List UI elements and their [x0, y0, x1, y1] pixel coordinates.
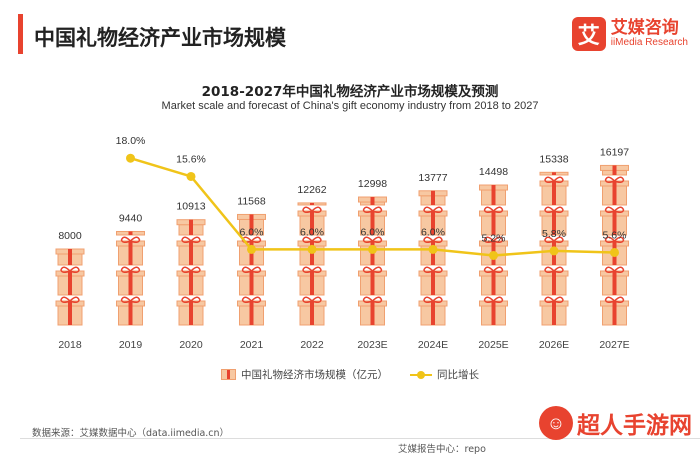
line-marker-icon	[410, 370, 432, 379]
growth-label: 6.0%	[300, 226, 324, 238]
legend-label-market-size: 中国礼物经济市场规模（亿元）	[241, 369, 388, 381]
title-accent-bar	[18, 14, 23, 54]
growth-point	[247, 244, 256, 254]
bar-value-label: 11568	[237, 195, 266, 207]
bar-value-label: 13777	[418, 172, 447, 184]
growth-label: 15.6%	[176, 153, 206, 165]
bar-2024E	[418, 190, 448, 326]
bar-2026E	[539, 171, 569, 326]
gift-box-icon	[221, 369, 236, 380]
growth-point	[186, 171, 196, 181]
growth-point	[489, 250, 498, 260]
bar-value-label: 12998	[358, 178, 387, 190]
growth-point	[126, 153, 135, 163]
growth-label: 6.0%	[240, 226, 264, 238]
x-tick-label: 2026E	[539, 339, 569, 351]
logo-text: 艾媒咨询 iiMedia Research	[610, 17, 688, 48]
watermark-text: 超人手游网	[577, 413, 692, 439]
bar-2023E	[358, 196, 387, 326]
growth-label: 6.0%	[361, 226, 385, 238]
bar-value-label: 15338	[539, 153, 568, 165]
logo-mark: 艾	[571, 17, 606, 51]
growth-label: 5.8%	[542, 228, 566, 240]
x-tick-label: 2023E	[357, 339, 387, 351]
growth-label: 5.6%	[603, 229, 627, 241]
growth-label: 6.0%	[421, 226, 445, 238]
x-tick-label: 2027E	[599, 339, 629, 351]
x-tick-label: 2020	[179, 339, 203, 351]
legend-item-growth: 同比增长	[410, 367, 479, 382]
growth-point	[549, 246, 559, 256]
chart-legend: 中国礼物经济市场规模（亿元） 同比增长	[0, 367, 700, 382]
legend-label-growth: 同比增长	[437, 369, 479, 381]
bar-value-label: 10913	[176, 201, 205, 213]
footer-divider	[20, 438, 700, 439]
growth-point	[610, 247, 619, 257]
bar-value-label: 12262	[297, 184, 326, 196]
logo-name-en: iiMedia Research	[610, 36, 688, 48]
x-tick-label: 2025E	[478, 339, 508, 351]
bar-2018	[55, 248, 85, 326]
growth-point	[368, 244, 377, 254]
bar-2025E	[479, 184, 508, 326]
bar-value-label: 8000	[58, 230, 82, 242]
page-title: 中国礼物经济产业市场规模	[34, 26, 286, 50]
bar-2020	[176, 219, 206, 326]
x-tick-label: 2019	[119, 339, 143, 351]
chart-subtitle: Market scale and forecast of China's gif…	[161, 100, 539, 112]
legend-item-market-size: 中国礼物经济市场规模（亿元）	[221, 367, 388, 382]
growth-label: 18.0%	[116, 135, 146, 147]
growth-point	[307, 244, 317, 254]
watermark: ☺ 超人手游网	[539, 406, 692, 440]
bar-2027E	[600, 164, 629, 326]
brand-logo: 艾 艾媒咨询 iiMedia Research	[571, 14, 688, 54]
mascot-icon: ☺	[539, 406, 573, 440]
chart-title: 2018-2027年中国礼物经济产业市场规模及预测	[201, 84, 499, 100]
x-tick-label: 2021	[240, 339, 264, 351]
data-source: 数据来源：艾媒数据中心（data.iimedia.cn）	[32, 428, 230, 439]
bar-value-label: 9440	[119, 212, 143, 224]
x-tick-label: 2022	[300, 339, 324, 351]
bar-value-label: 16197	[600, 146, 629, 158]
growth-label: 5.2%	[482, 232, 506, 244]
bar-value-label: 14498	[479, 166, 508, 178]
footer-note: 艾媒报告中心：repo	[398, 444, 486, 455]
bar-2019	[116, 230, 145, 326]
growth-point	[428, 244, 438, 254]
bar-2022	[297, 202, 327, 326]
x-tick-label: 2018	[58, 339, 82, 351]
logo-name-cn: 艾媒咨询	[610, 17, 679, 38]
x-tick-label: 2024E	[418, 339, 448, 351]
